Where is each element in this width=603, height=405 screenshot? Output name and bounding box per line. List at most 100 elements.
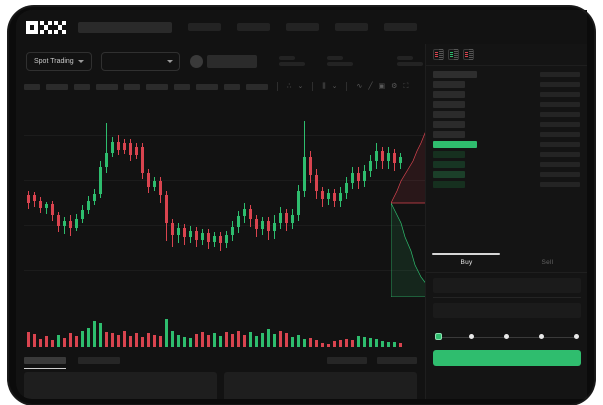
candle-body xyxy=(207,233,210,242)
bottom-tab-2[interactable] xyxy=(78,356,120,364)
settings-icon[interactable]: ⚙ xyxy=(391,83,398,90)
candle-body xyxy=(63,221,66,226)
orderbook-view-bids-icon[interactable] xyxy=(448,49,459,60)
nav-item-1[interactable] xyxy=(188,23,221,31)
order-amount-cell xyxy=(540,172,580,177)
candle-body xyxy=(273,223,276,231)
candle-body xyxy=(33,195,36,201)
tool-9[interactable] xyxy=(224,83,240,90)
price-chart[interactable] xyxy=(16,95,425,350)
orders-panel-right[interactable] xyxy=(224,372,417,399)
order-price-cell xyxy=(433,181,465,188)
volume-bar xyxy=(339,340,342,347)
orders-tabs xyxy=(16,350,425,370)
tool-3[interactable] xyxy=(74,83,90,90)
slider-node-25[interactable] xyxy=(469,334,474,339)
icon-col xyxy=(464,52,468,57)
camera-icon[interactable]: ▣ xyxy=(378,83,386,90)
order-book-ask-row[interactable] xyxy=(433,81,580,88)
icon-col xyxy=(449,52,453,57)
nav-item-search[interactable] xyxy=(78,21,172,33)
tick xyxy=(449,54,453,55)
tool-8[interactable] xyxy=(196,83,218,90)
volume-bar xyxy=(345,339,348,347)
volume-bar xyxy=(285,333,288,347)
tool-2[interactable] xyxy=(46,83,68,90)
tab-buy[interactable]: Buy xyxy=(426,253,507,272)
volume-series xyxy=(24,307,414,347)
order-book-spread-row[interactable] xyxy=(433,141,580,148)
chart-type-icon[interactable]: ⫼ xyxy=(322,83,326,90)
order-amount-cell xyxy=(540,132,580,137)
chart-toolbar: ∴ ⌄ ⫼ ⌄ ∿ ╱ ▣ ⚙ ⛶ xyxy=(16,78,425,95)
nav-item-2[interactable] xyxy=(237,23,270,31)
tool-4[interactable] xyxy=(96,83,118,90)
order-book-ask-row[interactable] xyxy=(433,131,580,138)
volume-bar xyxy=(129,336,132,347)
volume-bar xyxy=(369,338,372,347)
chevron-down-icon[interactable]: ⌄ xyxy=(297,83,304,90)
candle-body xyxy=(93,194,96,201)
candle-body xyxy=(177,228,180,235)
indicator-icon[interactable]: ∴ xyxy=(287,83,292,90)
wave-icon[interactable]: ∿ xyxy=(356,83,363,90)
volume-bar xyxy=(123,331,126,347)
slider-node-50[interactable] xyxy=(504,334,509,339)
chevron-down-icon-2[interactable]: ⌄ xyxy=(331,83,338,90)
nav-item-4[interactable] xyxy=(335,23,368,31)
tool-1[interactable] xyxy=(24,83,40,90)
candle-body xyxy=(189,231,192,237)
slider-node-100[interactable] xyxy=(574,334,579,339)
order-book-ask-row[interactable] xyxy=(433,121,580,128)
trading-pair-selector[interactable] xyxy=(100,51,180,71)
volume-bar xyxy=(303,339,306,347)
orders-panel-left[interactable] xyxy=(24,372,217,399)
buy-tab-underline xyxy=(432,253,500,255)
order-book-ask-row[interactable] xyxy=(433,71,580,78)
trade-form: Buy Sell xyxy=(426,253,587,399)
order-book-bid-row[interactable] xyxy=(433,161,580,168)
amount-percent-slider[interactable] xyxy=(435,333,579,341)
candle-body xyxy=(375,151,378,161)
gridline xyxy=(24,135,425,136)
slider-node-75[interactable] xyxy=(539,334,544,339)
brush-icon[interactable]: ╱ xyxy=(368,83,373,90)
candle-body xyxy=(339,193,342,201)
tick xyxy=(453,51,458,52)
nav-item-3[interactable] xyxy=(286,23,319,31)
order-book-ask-row[interactable] xyxy=(433,101,580,108)
order-book-bid-row[interactable] xyxy=(433,151,580,158)
order-book-ask-row[interactable] xyxy=(433,91,580,98)
volume-bar xyxy=(219,336,222,347)
tool-10[interactable] xyxy=(246,83,268,90)
tool-6[interactable] xyxy=(146,83,168,90)
order-book-ask-row[interactable] xyxy=(433,111,580,118)
volume-bar xyxy=(375,339,378,347)
orderbook-view-both-icon[interactable] xyxy=(433,49,444,60)
bottom-action-1[interactable] xyxy=(327,356,367,364)
tool-7[interactable] xyxy=(174,83,190,90)
volume-bar xyxy=(351,340,354,347)
order-amount-field[interactable] xyxy=(433,303,581,318)
order-book-bid-row[interactable] xyxy=(433,181,580,188)
order-price-field[interactable] xyxy=(433,278,581,293)
gridline xyxy=(24,180,425,181)
volume-bar xyxy=(387,342,390,347)
bottom-tab-active[interactable] xyxy=(24,356,66,364)
market-type-selector[interactable]: Spot Trading xyxy=(26,51,92,71)
tick xyxy=(434,54,438,55)
slider-node-0[interactable] xyxy=(435,333,442,340)
nav-item-5[interactable] xyxy=(384,23,417,31)
order-book-bid-row[interactable] xyxy=(433,171,580,178)
okx-logo-icon[interactable] xyxy=(26,20,66,34)
tick xyxy=(449,56,453,57)
bottom-action-2[interactable] xyxy=(377,356,417,364)
tool-5[interactable] xyxy=(124,83,140,90)
orderbook-view-asks-icon[interactable] xyxy=(463,49,474,60)
fullscreen-icon[interactable]: ⛶ xyxy=(403,83,409,90)
volume-bar xyxy=(81,331,84,347)
submit-buy-button[interactable] xyxy=(433,350,581,366)
tab-sell[interactable]: Sell xyxy=(507,253,587,272)
volume-bar xyxy=(105,332,108,347)
candle-body xyxy=(351,173,354,183)
